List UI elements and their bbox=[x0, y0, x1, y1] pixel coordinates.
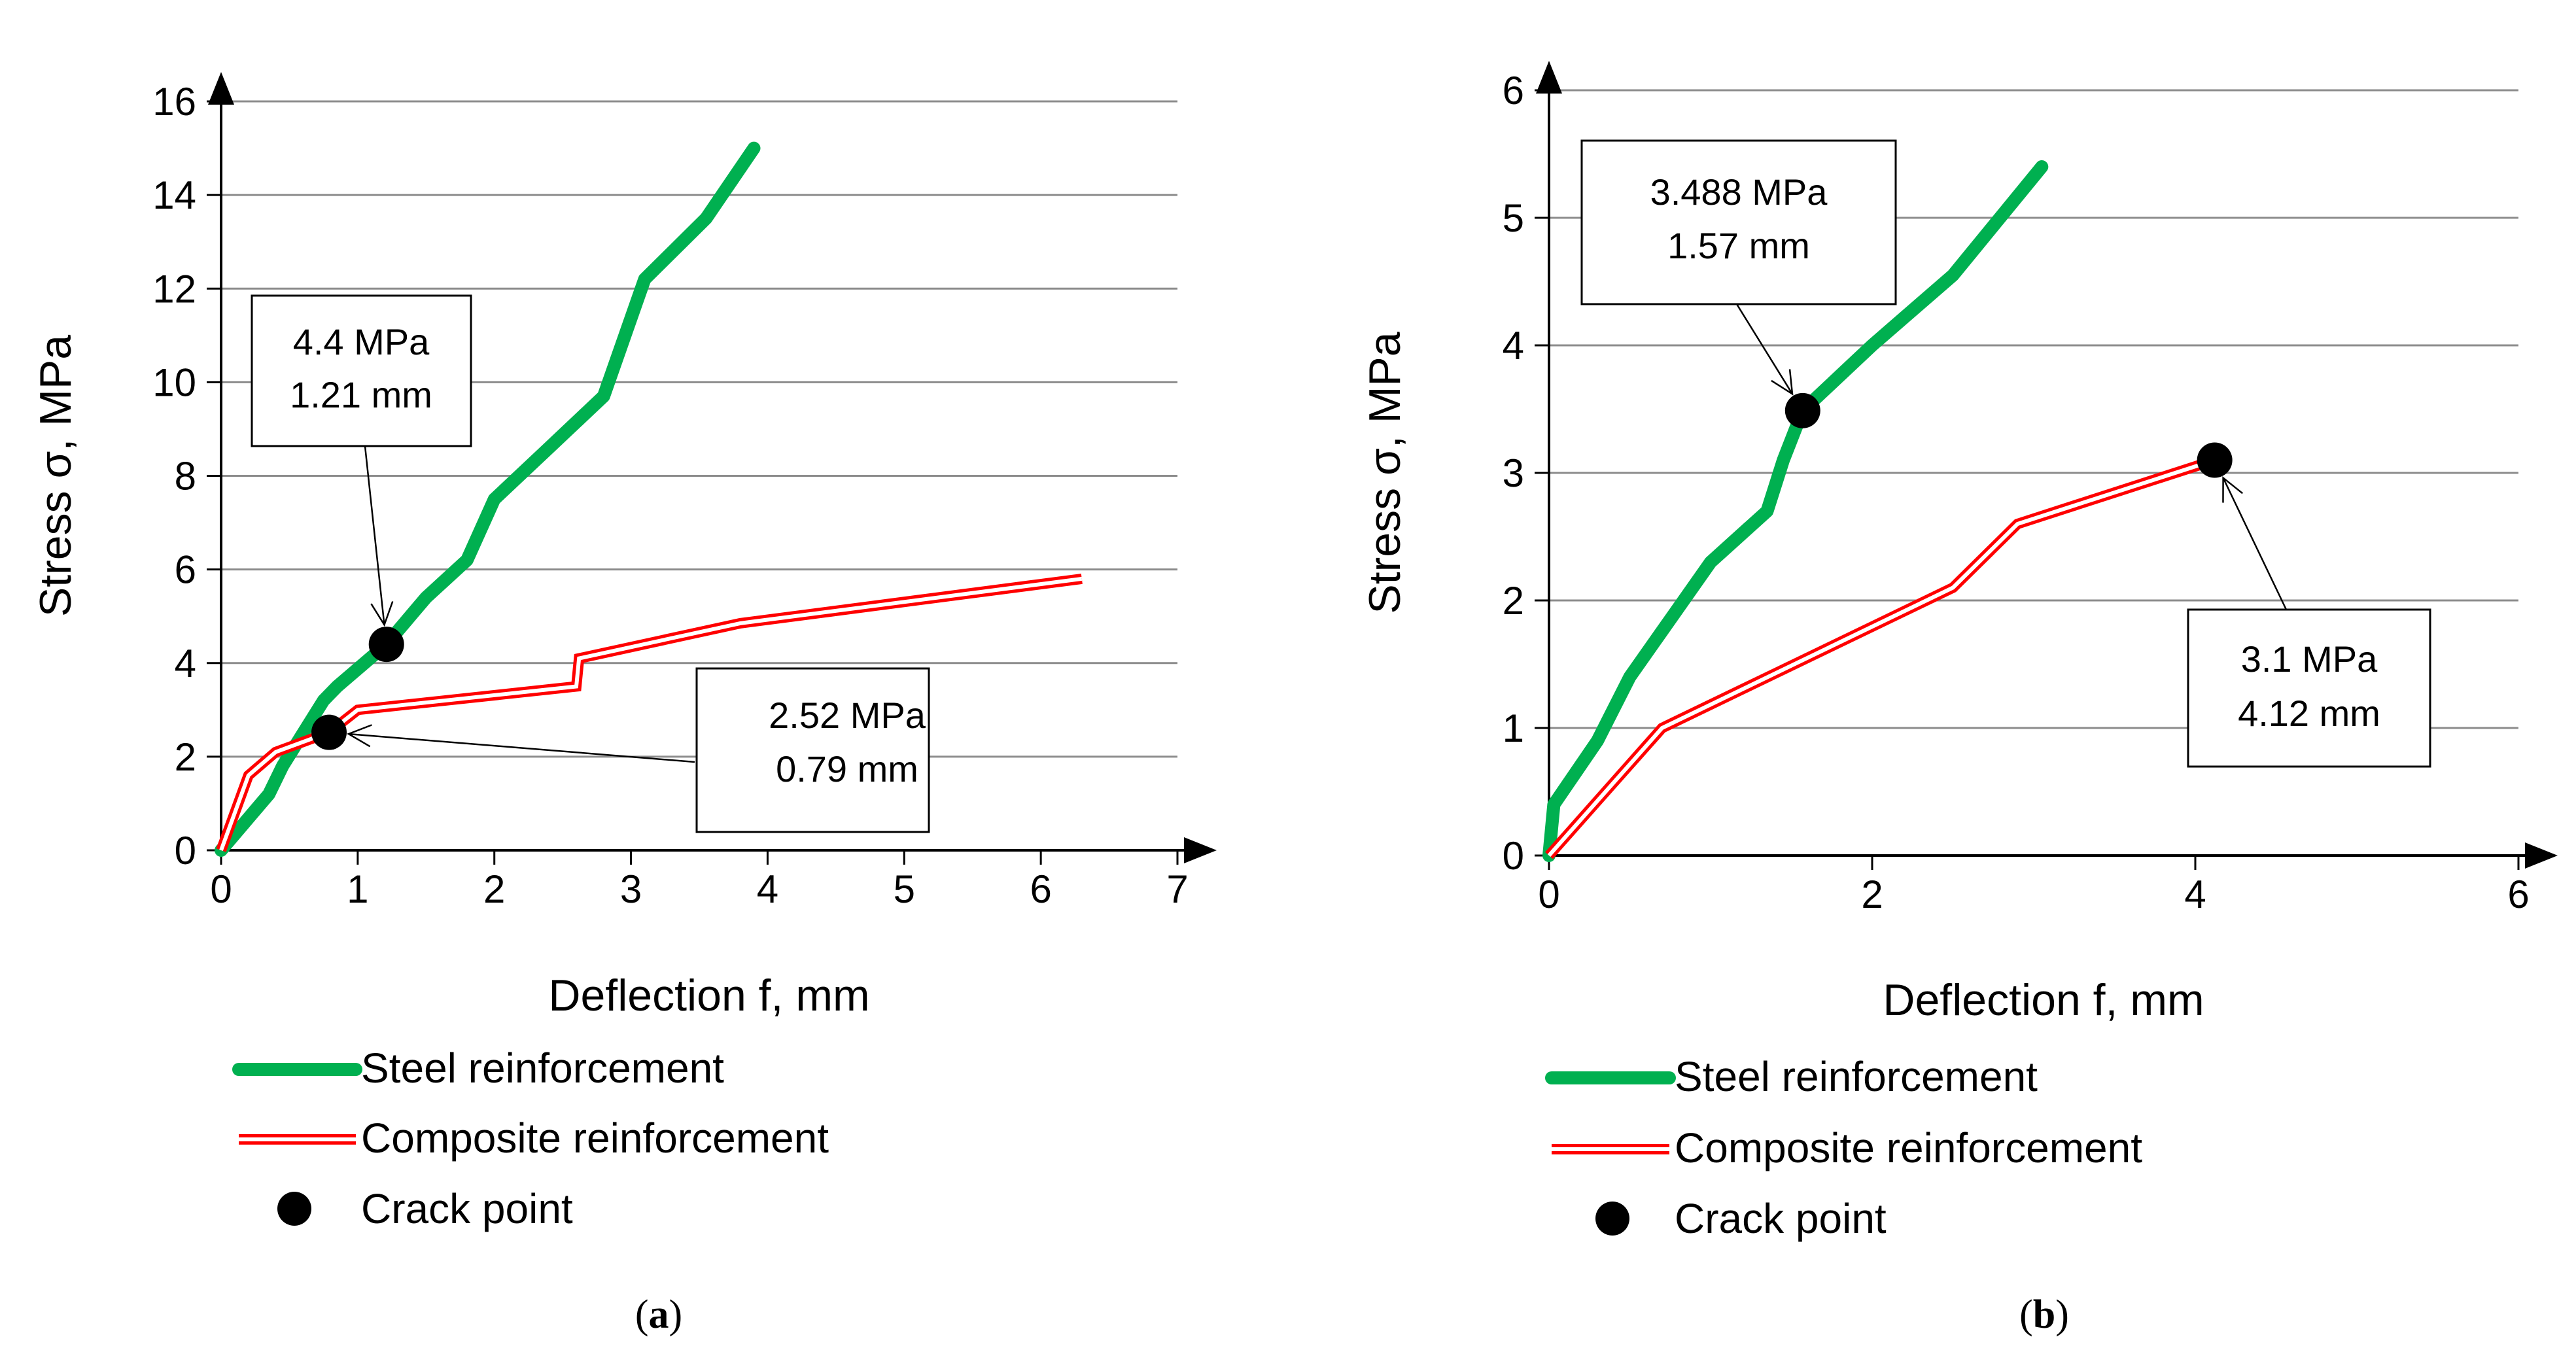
annotation-text: 0.79 mm bbox=[776, 748, 918, 789]
annotation-arrowhead bbox=[1771, 369, 1794, 396]
y-tick-label: 4 bbox=[175, 642, 196, 685]
legend-crack-marker bbox=[277, 1192, 311, 1226]
panel-b: 0 1 2 3 4 5 6 0 2 4 6 Deflection f, mm Stress σ, MPa… bbox=[1360, 61, 2558, 1337]
series-line-composite-inner bbox=[1547, 458, 2216, 857]
x-tick-label: 6 bbox=[1030, 867, 1051, 911]
y-tick-label: 6 bbox=[1503, 69, 1524, 112]
annotation-text: 4.4 MPa bbox=[293, 321, 430, 362]
panel-label-letter: a bbox=[649, 1292, 669, 1337]
x-tick-label: 0 bbox=[1538, 873, 1559, 916]
y-axis-arrow bbox=[1536, 61, 1562, 94]
annotation-box bbox=[251, 294, 472, 447]
y-tick-label: 0 bbox=[1503, 834, 1524, 878]
y-tick-label: 16 bbox=[152, 80, 196, 124]
y-tick-label: 14 bbox=[152, 173, 196, 217]
panel-label-open: ( bbox=[635, 1292, 649, 1337]
series-line-steel bbox=[1542, 160, 2049, 862]
x-axis-arrow bbox=[2525, 842, 2558, 869]
series-line-steel bbox=[215, 141, 761, 857]
x-tick-label: 0 bbox=[210, 867, 232, 911]
annotation-arrow bbox=[1735, 303, 1794, 394]
series-line-composite-inner bbox=[219, 576, 1083, 852]
y-axis-arrow bbox=[208, 72, 234, 105]
annotation-text: 4.12 mm bbox=[2238, 693, 2380, 734]
legend-crack-label: Crack point bbox=[361, 1185, 573, 1232]
panel-label: (a) bbox=[635, 1292, 682, 1337]
annotation-box bbox=[1580, 139, 1897, 305]
annotation-text: 3.488 MPa bbox=[1650, 171, 1828, 213]
x-axis-title: Deflection f, mm bbox=[1883, 975, 2204, 1025]
x-tick-label: 3 bbox=[620, 867, 642, 911]
x-tick-label: 2 bbox=[1861, 873, 1883, 916]
crack-point-marker bbox=[2197, 442, 2233, 478]
legend-composite-label: Composite reinforcement bbox=[1675, 1124, 2142, 1171]
y-tick-label: 4 bbox=[1503, 324, 1524, 368]
annotation-text: 3.1 MPa bbox=[2241, 638, 2378, 680]
x-tick-label: 4 bbox=[2184, 873, 2206, 916]
y-axis-title: Stress σ, MPa bbox=[1360, 332, 1410, 614]
panel-label-close: ) bbox=[669, 1292, 683, 1337]
annotation-arrowhead bbox=[370, 601, 394, 627]
y-axis-title: Stress σ, MPa bbox=[31, 335, 80, 617]
x-tick-label: 6 bbox=[2507, 873, 2529, 916]
crack-point-marker bbox=[311, 714, 347, 750]
legend-composite-label: Composite reinforcement bbox=[361, 1115, 829, 1162]
legend-steel-label: Steel reinforcement bbox=[1675, 1053, 2038, 1100]
annotation-box bbox=[695, 667, 930, 833]
y-tick-label: 8 bbox=[175, 455, 196, 498]
x-tick-label: 5 bbox=[894, 867, 915, 911]
y-tick-label: 5 bbox=[1503, 196, 1524, 240]
x-tick-label: 4 bbox=[757, 867, 778, 911]
y-tick-label: 3 bbox=[1503, 451, 1524, 495]
x-axis-arrow bbox=[1184, 837, 1217, 863]
y-tick-label: 0 bbox=[175, 829, 196, 873]
legend-crack-label: Crack point bbox=[1675, 1195, 1887, 1242]
x-tick-label: 2 bbox=[483, 867, 505, 911]
panel-label-open: ( bbox=[2019, 1292, 2033, 1337]
annotation-box bbox=[2187, 608, 2431, 768]
annotation-arrow bbox=[2222, 477, 2288, 610]
x-tick-label: 7 bbox=[1166, 867, 1188, 911]
annotation-text: 1.21 mm bbox=[290, 374, 432, 415]
y-tick-label: 12 bbox=[152, 267, 196, 311]
crack-point-marker bbox=[1784, 392, 1820, 428]
annotation-arrowhead bbox=[347, 724, 372, 748]
y-tick-label: 2 bbox=[1503, 579, 1524, 623]
annotation-arrow bbox=[348, 733, 695, 763]
panel-label-close: ) bbox=[2055, 1292, 2069, 1337]
panel-label: (b) bbox=[2019, 1292, 2069, 1337]
y-tick-label: 10 bbox=[152, 360, 196, 404]
x-tick-label: 1 bbox=[347, 867, 368, 911]
x-axis-title: Deflection f, mm bbox=[548, 971, 869, 1020]
y-tick-label: 1 bbox=[1503, 706, 1524, 750]
y-tick-label: 2 bbox=[175, 735, 196, 779]
crack-point-marker bbox=[368, 627, 404, 663]
legend-crack-marker bbox=[1595, 1202, 1629, 1236]
panel-label-letter: b bbox=[2033, 1292, 2055, 1337]
legend-steel-label: Steel reinforcement bbox=[361, 1045, 724, 1092]
y-tick-label: 6 bbox=[175, 548, 196, 592]
annotation-text: 2.52 MPa bbox=[769, 695, 926, 736]
annotation-text: 1.57 mm bbox=[1667, 225, 1810, 266]
annotation-arrow bbox=[364, 445, 385, 625]
annotation-arrowhead bbox=[2222, 476, 2244, 503]
